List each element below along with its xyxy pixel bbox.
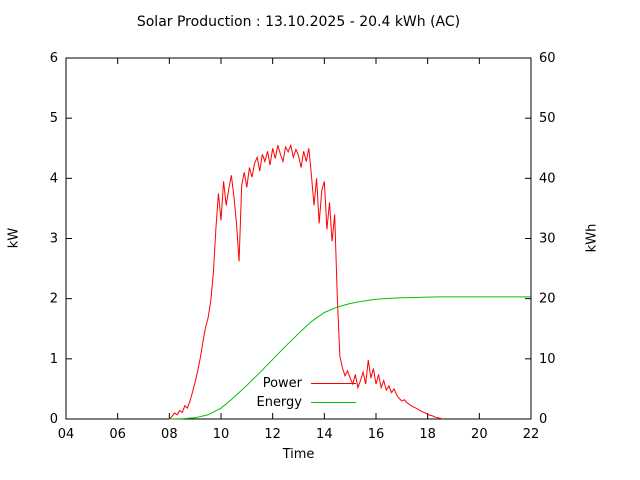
- y-right-tick-label: 20: [539, 292, 556, 307]
- x-axis-label: Time: [282, 447, 315, 462]
- y-right-tick-label: 30: [539, 232, 556, 247]
- y-right-tick-label: 50: [539, 111, 556, 126]
- y-left-tick-label: 1: [50, 352, 58, 367]
- y-left-tick-label: 6: [50, 51, 58, 66]
- legend: Power Energy: [196, 374, 356, 412]
- x-tick-label: 16: [368, 427, 385, 442]
- y-right-tick-label: 0: [539, 412, 547, 427]
- legend-entry-energy: Energy: [196, 393, 356, 412]
- energy-series: [169, 296, 531, 420]
- left-axis-label: kW: [6, 227, 22, 249]
- plot-border: [65, 57, 532, 420]
- legend-label-power: Power: [262, 376, 302, 391]
- legend-label-energy: Energy: [256, 395, 302, 410]
- y-right-tick-label: 40: [539, 171, 556, 186]
- power-series: [168, 143, 444, 420]
- x-tick-label: 08: [161, 427, 178, 442]
- right-axis-label: kWh: [584, 223, 600, 253]
- y-left-tick-label: 5: [50, 111, 58, 126]
- y-right-tick-label: 60: [539, 51, 556, 66]
- y-left-tick-label: 2: [50, 292, 58, 307]
- y-left-tick-label: 0: [50, 412, 58, 427]
- chart-title: Solar Production : 13.10.2025 - 20.4 kWh…: [136, 14, 461, 30]
- y-left-tick-label: 3: [50, 232, 58, 247]
- x-tick-label: 14: [316, 427, 333, 442]
- x-tick-label: 22: [523, 427, 540, 442]
- x-tick-label: 10: [213, 427, 230, 442]
- x-tick-label: 06: [109, 427, 126, 442]
- legend-entry-power: Power: [196, 374, 356, 393]
- x-tick-label: 04: [58, 427, 75, 442]
- power-line-swatch: [311, 383, 356, 384]
- energy-line-swatch: [311, 402, 356, 403]
- y-right-tick-label: 10: [539, 352, 556, 367]
- x-tick-label: 20: [471, 427, 488, 442]
- x-tick-label: 18: [419, 427, 436, 442]
- y-left-tick-label: 4: [50, 171, 58, 186]
- x-tick-label: 12: [264, 427, 281, 442]
